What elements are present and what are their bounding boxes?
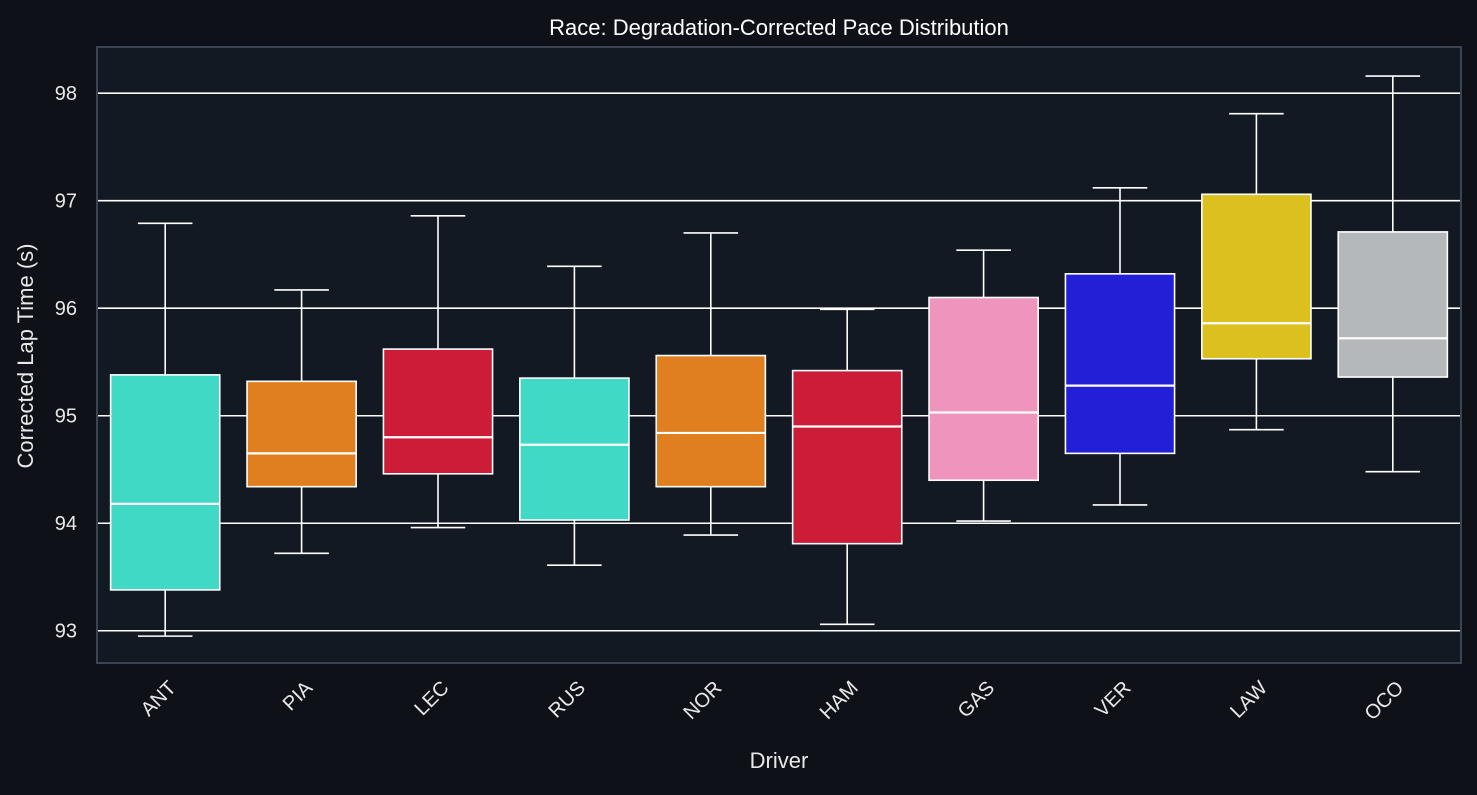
plot-frame: [96, 46, 1462, 664]
y-tick-label: 93: [55, 621, 77, 643]
chart-title: Race: Degradation-Corrected Pace Distrib…: [549, 15, 1009, 40]
box-body: [655, 354, 767, 488]
box-ham: [791, 308, 903, 626]
box-ant: [109, 222, 221, 637]
box-body: [791, 369, 903, 545]
x-axis-label: Driver: [750, 748, 809, 773]
box-ver: [1064, 187, 1176, 506]
y-tick-label: 97: [55, 191, 77, 213]
box-pia: [246, 289, 357, 555]
y-axis-label: Corrected Lap Time (s): [13, 244, 38, 469]
box-body: [1064, 273, 1176, 455]
box-body: [519, 377, 630, 521]
box-body: [109, 374, 221, 591]
box-body: [246, 380, 357, 488]
y-tick-label: 94: [55, 513, 77, 535]
box-oco: [1337, 75, 1449, 473]
box-body: [1201, 193, 1312, 360]
box-body: [382, 348, 494, 475]
boxes: [109, 75, 1449, 637]
box-body: [928, 296, 1039, 482]
box-body: [1337, 231, 1449, 378]
box-gas: [928, 249, 1039, 522]
y-tick-label: 96: [55, 298, 77, 320]
y-tick-label: 95: [55, 406, 77, 428]
box-law: [1201, 112, 1312, 431]
y-tick-label: 98: [55, 83, 77, 105]
box-nor: [655, 232, 767, 536]
box-rus: [519, 265, 630, 566]
y-axis-ticks: 93 94 95 96 97 98: [55, 83, 77, 643]
box-lec: [382, 214, 494, 529]
